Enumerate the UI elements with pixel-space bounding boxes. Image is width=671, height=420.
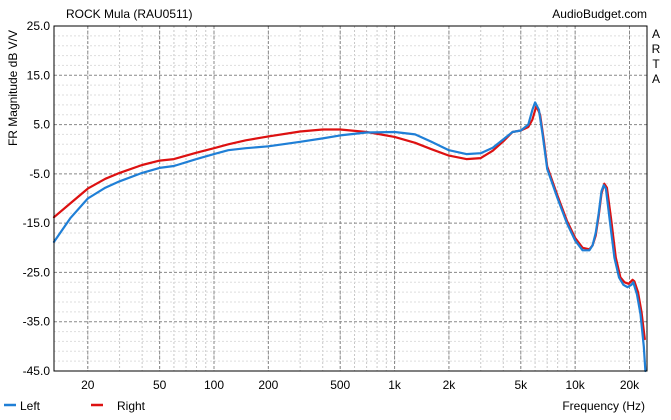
- minor-grid-y: [54, 35, 647, 362]
- y-tick-label: -25.0: [23, 265, 51, 279]
- y-tick-label: -35.0: [23, 315, 51, 329]
- x-tick-label: 2k: [443, 378, 457, 392]
- legend: Left Right: [4, 399, 146, 413]
- x-tick-label: 1k: [388, 378, 402, 392]
- y-tick-label: -5.0: [29, 167, 50, 181]
- plot-frame: [53, 25, 648, 372]
- x-axis-label: Frequency (Hz): [562, 399, 645, 413]
- major-grid-y: [54, 74, 647, 323]
- series-layer: [52, 101, 647, 373]
- y-tick-label: 25.0: [27, 19, 51, 33]
- minor-grid-x: [87, 26, 631, 371]
- y-tick-label: -15.0: [23, 216, 51, 230]
- major-grid-x: [87, 26, 631, 371]
- watermark-text: AudioBudget.com: [552, 7, 647, 21]
- x-tick-label: 200: [258, 378, 278, 392]
- legend-label-right: Right: [117, 399, 146, 413]
- x-tick-label: 5k: [514, 378, 528, 392]
- side-label-letter: A: [652, 72, 660, 86]
- side-label-letter: R: [652, 42, 661, 56]
- x-tick-label: 500: [330, 378, 350, 392]
- y-tick-labels: 25.0 15.0 5.0 -5.0 -15.0 -25.0 -35.0 -45.0: [23, 19, 51, 378]
- x-tick-labels: 20 50 100 200 500 1k 2k 5k 10k 20k: [81, 378, 640, 392]
- x-tick-label: 100: [204, 378, 224, 392]
- x-tick-label: 10k: [565, 378, 585, 392]
- series-line-left: [52, 101, 647, 373]
- y-tick-label: 5.0: [33, 118, 50, 132]
- y-tick-label: 15.0: [27, 68, 51, 82]
- y-tick-label: -45.0: [23, 364, 51, 378]
- x-tick-label: 20k: [620, 378, 640, 392]
- side-label-letter: T: [652, 57, 660, 71]
- chart-title: ROCK Mula (RAU0511): [66, 7, 192, 21]
- legend-label-left: Left: [20, 399, 41, 413]
- x-tick-label: 20: [81, 378, 95, 392]
- side-label-letter: A: [652, 27, 660, 41]
- y-axis-label: FR Magnitude dB V/V: [6, 30, 20, 146]
- x-tick-label: 50: [153, 378, 167, 392]
